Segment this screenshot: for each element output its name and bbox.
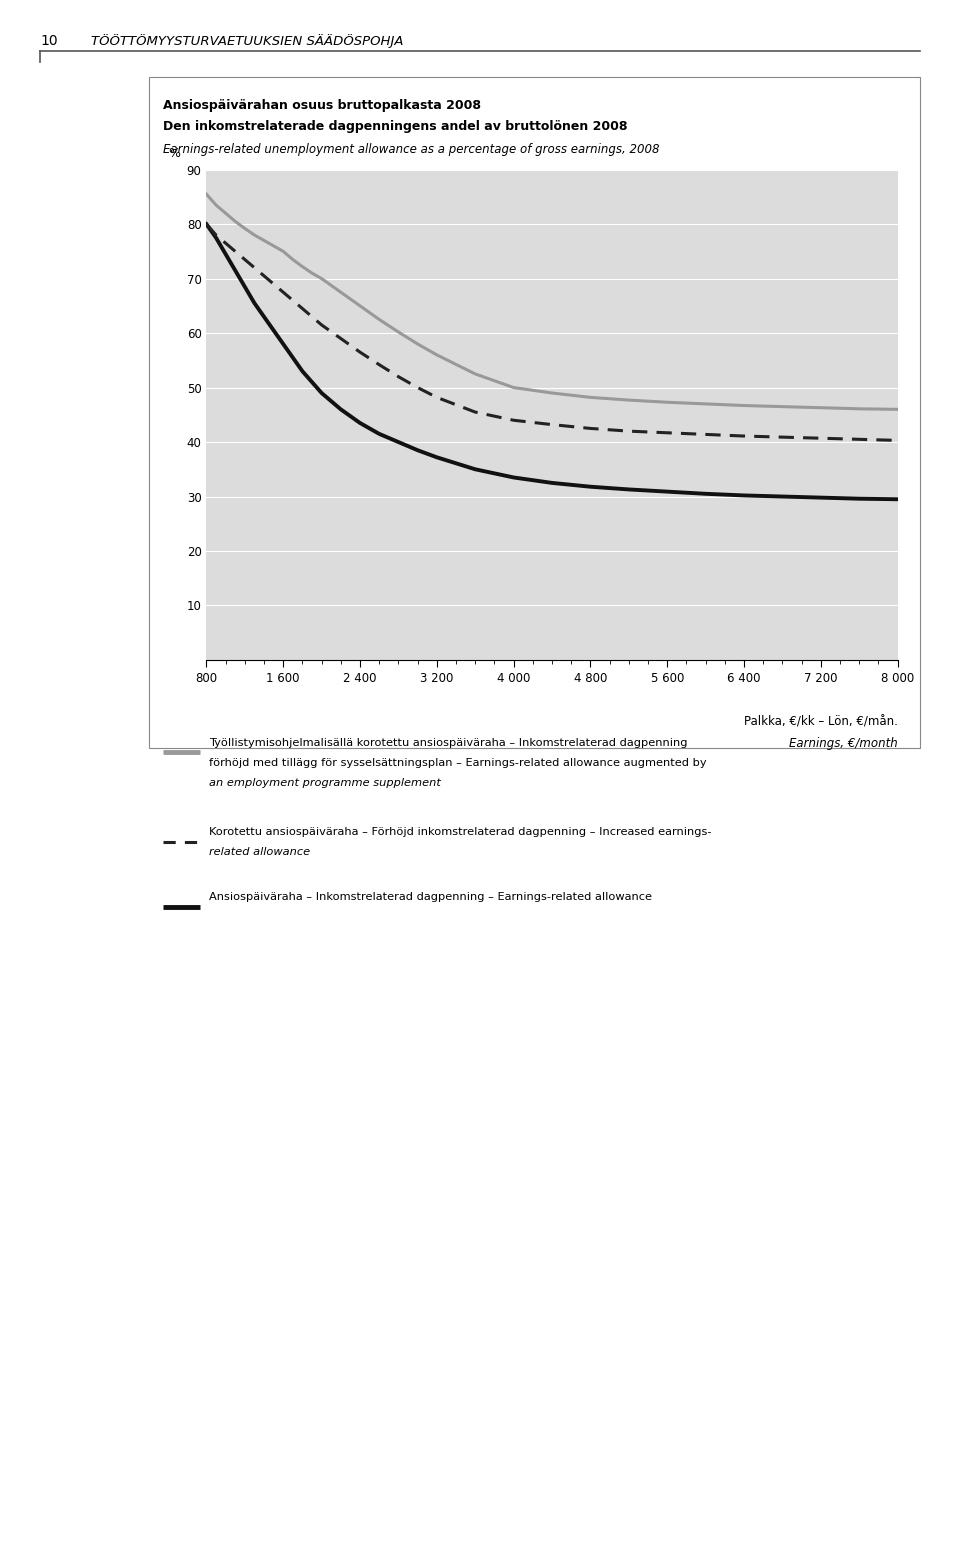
- Text: an employment programme supplement: an employment programme supplement: [209, 779, 442, 788]
- Text: 10: 10: [40, 34, 58, 48]
- Text: related allowance: related allowance: [209, 848, 310, 857]
- Text: Ansiospäiväraha – Inkomstrelaterad dagpenning – Earnings-related allowance: Ansiospäiväraha – Inkomstrelaterad dagpe…: [209, 893, 652, 902]
- Text: Työllistymisohjelmalisällä korotettu ansiospäiväraha – Inkomstrelaterad dagpenni: Työllistymisohjelmalisällä korotettu ans…: [209, 739, 687, 748]
- Text: Earnings-related unemployment allowance as a percentage of gross earnings, 2008: Earnings-related unemployment allowance …: [163, 143, 660, 156]
- Text: Ansiospäivärahan osuus bruttopalkasta 2008: Ansiospäivärahan osuus bruttopalkasta 20…: [163, 99, 481, 111]
- Text: Earnings, €/month: Earnings, €/month: [789, 737, 898, 749]
- Text: %: %: [168, 146, 180, 160]
- Text: TÖÖTTÖMYYSTURVAETUUKSIEN SÄÄDÖSPOHJA: TÖÖTTÖMYYSTURVAETUUKSIEN SÄÄDÖSPOHJA: [91, 34, 404, 48]
- Text: förhöjd med tillägg för sysselsättningsplan – Earnings-related allowance augment: förhöjd med tillägg för sysselsättningsp…: [209, 759, 707, 768]
- Text: Palkka, €/kk – Lön, €/mån.: Palkka, €/kk – Lön, €/mån.: [744, 715, 898, 728]
- Text: Korotettu ansiospäiväraha – Förhöjd inkomstrelaterad dagpenning – Increased earn: Korotettu ansiospäiväraha – Förhöjd inko…: [209, 828, 711, 837]
- Text: Den inkomstrelaterade dagpenningens andel av bruttolönen 2008: Den inkomstrelaterade dagpenningens ande…: [163, 120, 628, 133]
